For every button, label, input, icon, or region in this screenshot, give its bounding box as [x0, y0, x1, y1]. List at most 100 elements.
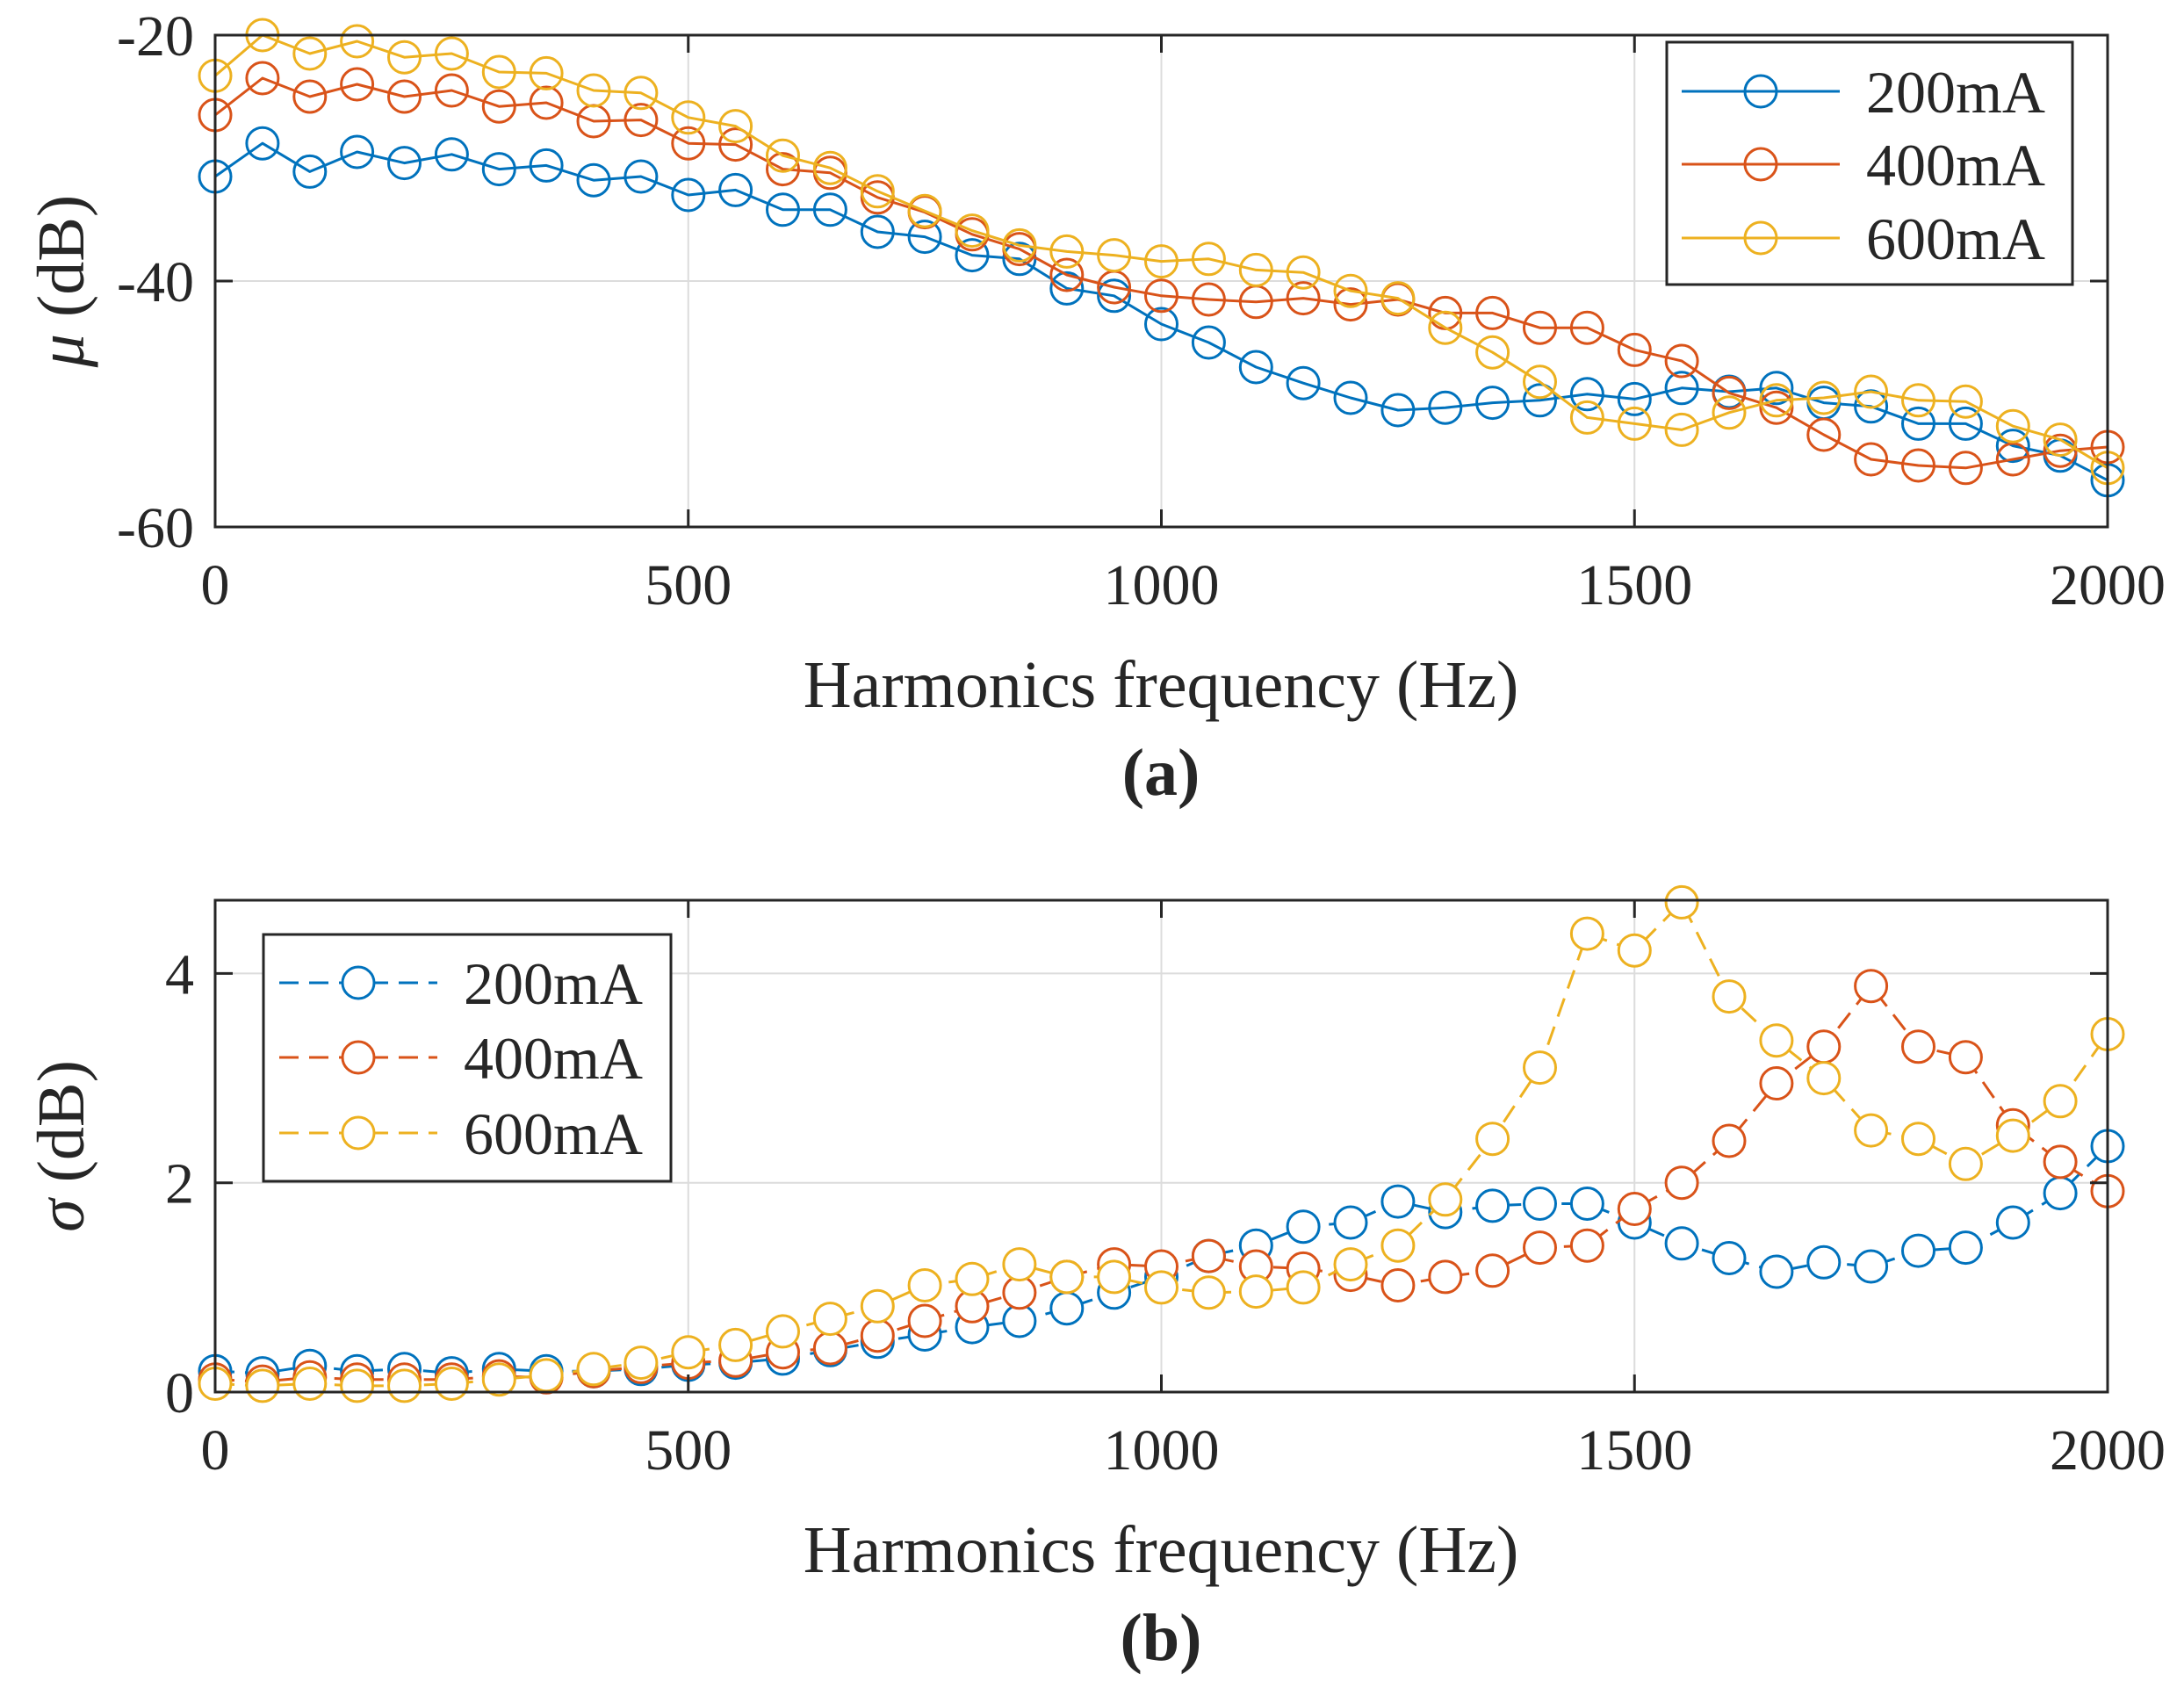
data-point-b-600ma [1002, 1247, 1037, 1282]
legend-entry-b-200mA: 200mA [279, 950, 643, 1017]
data-point-a-400ma [1712, 375, 1747, 410]
panel-b-std-chart: 0 500 1000 1500 2000 0 2 4 Harmonics frequency… [25, 884, 2166, 1675]
legend-a: 200mA 400mA 600mA [1665, 40, 2074, 286]
data-point-b-600ma [812, 1302, 847, 1337]
data-point-a-200ma [340, 134, 375, 170]
data-point-a-600ma [387, 40, 422, 75]
data-point-a-600ma [1948, 384, 1983, 419]
data-point-a-600ma [766, 138, 800, 173]
data-point-b-600ma [1286, 1270, 1321, 1305]
data-point-a-600ma [434, 36, 469, 71]
data-point-b-600ma [1664, 884, 1699, 920]
data-point-b-600ma [1569, 916, 1604, 951]
data-point-b-400ma [1854, 969, 1889, 1004]
data-point-a-200ma [1617, 381, 1652, 416]
data-point-b-200ma [1759, 1254, 1794, 1289]
data-point-a-400ma [1191, 282, 1226, 317]
data-point-a-400ma [1523, 310, 1557, 345]
legend-entry-b-600mA: 600mA [279, 1100, 643, 1167]
data-point-a-600ma [1238, 252, 1273, 287]
data-point-b-400ma [1901, 1029, 1935, 1064]
data-point-a-600ma [481, 54, 516, 90]
data-point-a-200ma [1144, 307, 1178, 342]
y-tick-label: 4 [165, 942, 194, 1006]
data-point-b-400ma [907, 1303, 942, 1338]
panel-a-mean-chart: 0 500 1000 1500 2000 -60 -40 -20 Harmonics fre… [25, 4, 2166, 810]
data-point-a-600ma [1759, 383, 1794, 418]
data-point-a-400ma [1144, 278, 1178, 314]
legend-label-b-600mA: 600mA [464, 1100, 643, 1167]
data-point-a-400ma [340, 67, 375, 102]
data-point-a-600ma [340, 24, 375, 59]
data-point-b-600ma [245, 1368, 280, 1403]
data-point-a-200ma [955, 238, 990, 273]
legend-label-b-200mA: 200mA [464, 950, 643, 1017]
legend-marker-a-400mA [1743, 147, 1778, 182]
data-point-a-600ma [1569, 400, 1604, 435]
data-point-b-600ma [1995, 1118, 2030, 1153]
data-point-a-400ma [292, 79, 328, 114]
data-point-b-600ma [1475, 1122, 1510, 1157]
data-point-a-200ma [245, 126, 280, 161]
data-point-a-400ma [1286, 281, 1321, 316]
data-point-a-400ma [1759, 390, 1794, 425]
y-axis-unit-a: (dB) [25, 195, 98, 334]
legend-marker-b-200mA [341, 965, 376, 1000]
data-point-b-200ma [1569, 1187, 1604, 1221]
data-point-b-600ma [576, 1352, 611, 1387]
data-point-b-400ma [1428, 1259, 1463, 1295]
data-point-a-200ma [718, 172, 753, 207]
data-point-a-200ma [529, 148, 564, 183]
legend-entry-a-600mA: 600mA [1682, 206, 2045, 272]
data-point-a-200ma [434, 137, 469, 172]
panel-label-b: (b) [1121, 1601, 1202, 1675]
x-ticks-b: 0 500 1000 1500 2000 [201, 900, 2166, 1483]
data-point-a-400ma [1806, 417, 1842, 452]
x-tick-label: 1000 [1104, 553, 1220, 617]
data-point-a-600ma [1002, 227, 1037, 263]
data-point-b-600ma [718, 1327, 753, 1362]
data-point-a-400ma [623, 103, 659, 138]
data-point-a-600ma [1428, 310, 1463, 345]
y-axis-symbol-b: σ [25, 1197, 98, 1232]
data-point-b-600ma [671, 1335, 706, 1370]
data-point-b-200ma [1286, 1209, 1321, 1245]
data-point-a-600ma [1049, 234, 1085, 269]
data-point-b-400ma [1191, 1238, 1226, 1273]
data-point-b-200ma [2043, 1176, 2078, 1211]
data-point-b-200ma [1712, 1241, 1747, 1275]
data-point-a-400ma [671, 126, 706, 161]
x-tick-label: 2000 [2050, 1418, 2166, 1483]
series-a-200ma [198, 126, 2125, 498]
data-point-b-600ma [1617, 933, 1652, 968]
data-point-a-400ma [1901, 448, 1935, 483]
panel-label-a: (a) [1122, 736, 1200, 810]
data-point-a-600ma [955, 213, 990, 249]
data-point-a-600ma [623, 76, 659, 111]
data-point-b-200ma [1948, 1230, 1983, 1266]
data-point-b-600ma [2043, 1084, 2078, 1119]
x-tick-label: 0 [201, 553, 230, 617]
data-point-b-200ma [1854, 1249, 1889, 1284]
data-point-a-400ma [245, 61, 280, 96]
y-tick-label: -20 [117, 4, 194, 69]
data-point-b-600ma [1333, 1247, 1368, 1282]
data-point-b-600ma [1948, 1146, 1983, 1181]
data-point-a-400ma [1664, 343, 1699, 379]
legend-entry-b-400mA: 400mA [279, 1025, 643, 1092]
data-point-b-600ma [1428, 1182, 1463, 1217]
data-point-a-600ma [860, 174, 895, 209]
legend-label-a-400mA: 400mA [1866, 132, 2045, 198]
data-point-b-200ma [1664, 1226, 1699, 1261]
data-point-a-200ma [1097, 278, 1132, 314]
data-point-a-400ma [1475, 295, 1510, 330]
data-point-b-600ma [766, 1314, 800, 1349]
legend-marker-b-600mA [341, 1115, 376, 1151]
data-point-a-600ma [1475, 335, 1510, 370]
data-point-b-600ma [1144, 1270, 1178, 1305]
data-point-a-400ma [387, 79, 422, 114]
data-point-b-600ma [292, 1367, 328, 1401]
data-point-a-400ma [1948, 451, 1983, 486]
x-axis-label-b: Harmonics frequency (Hz) [804, 1513, 1519, 1587]
data-point-b-400ma [812, 1331, 847, 1366]
